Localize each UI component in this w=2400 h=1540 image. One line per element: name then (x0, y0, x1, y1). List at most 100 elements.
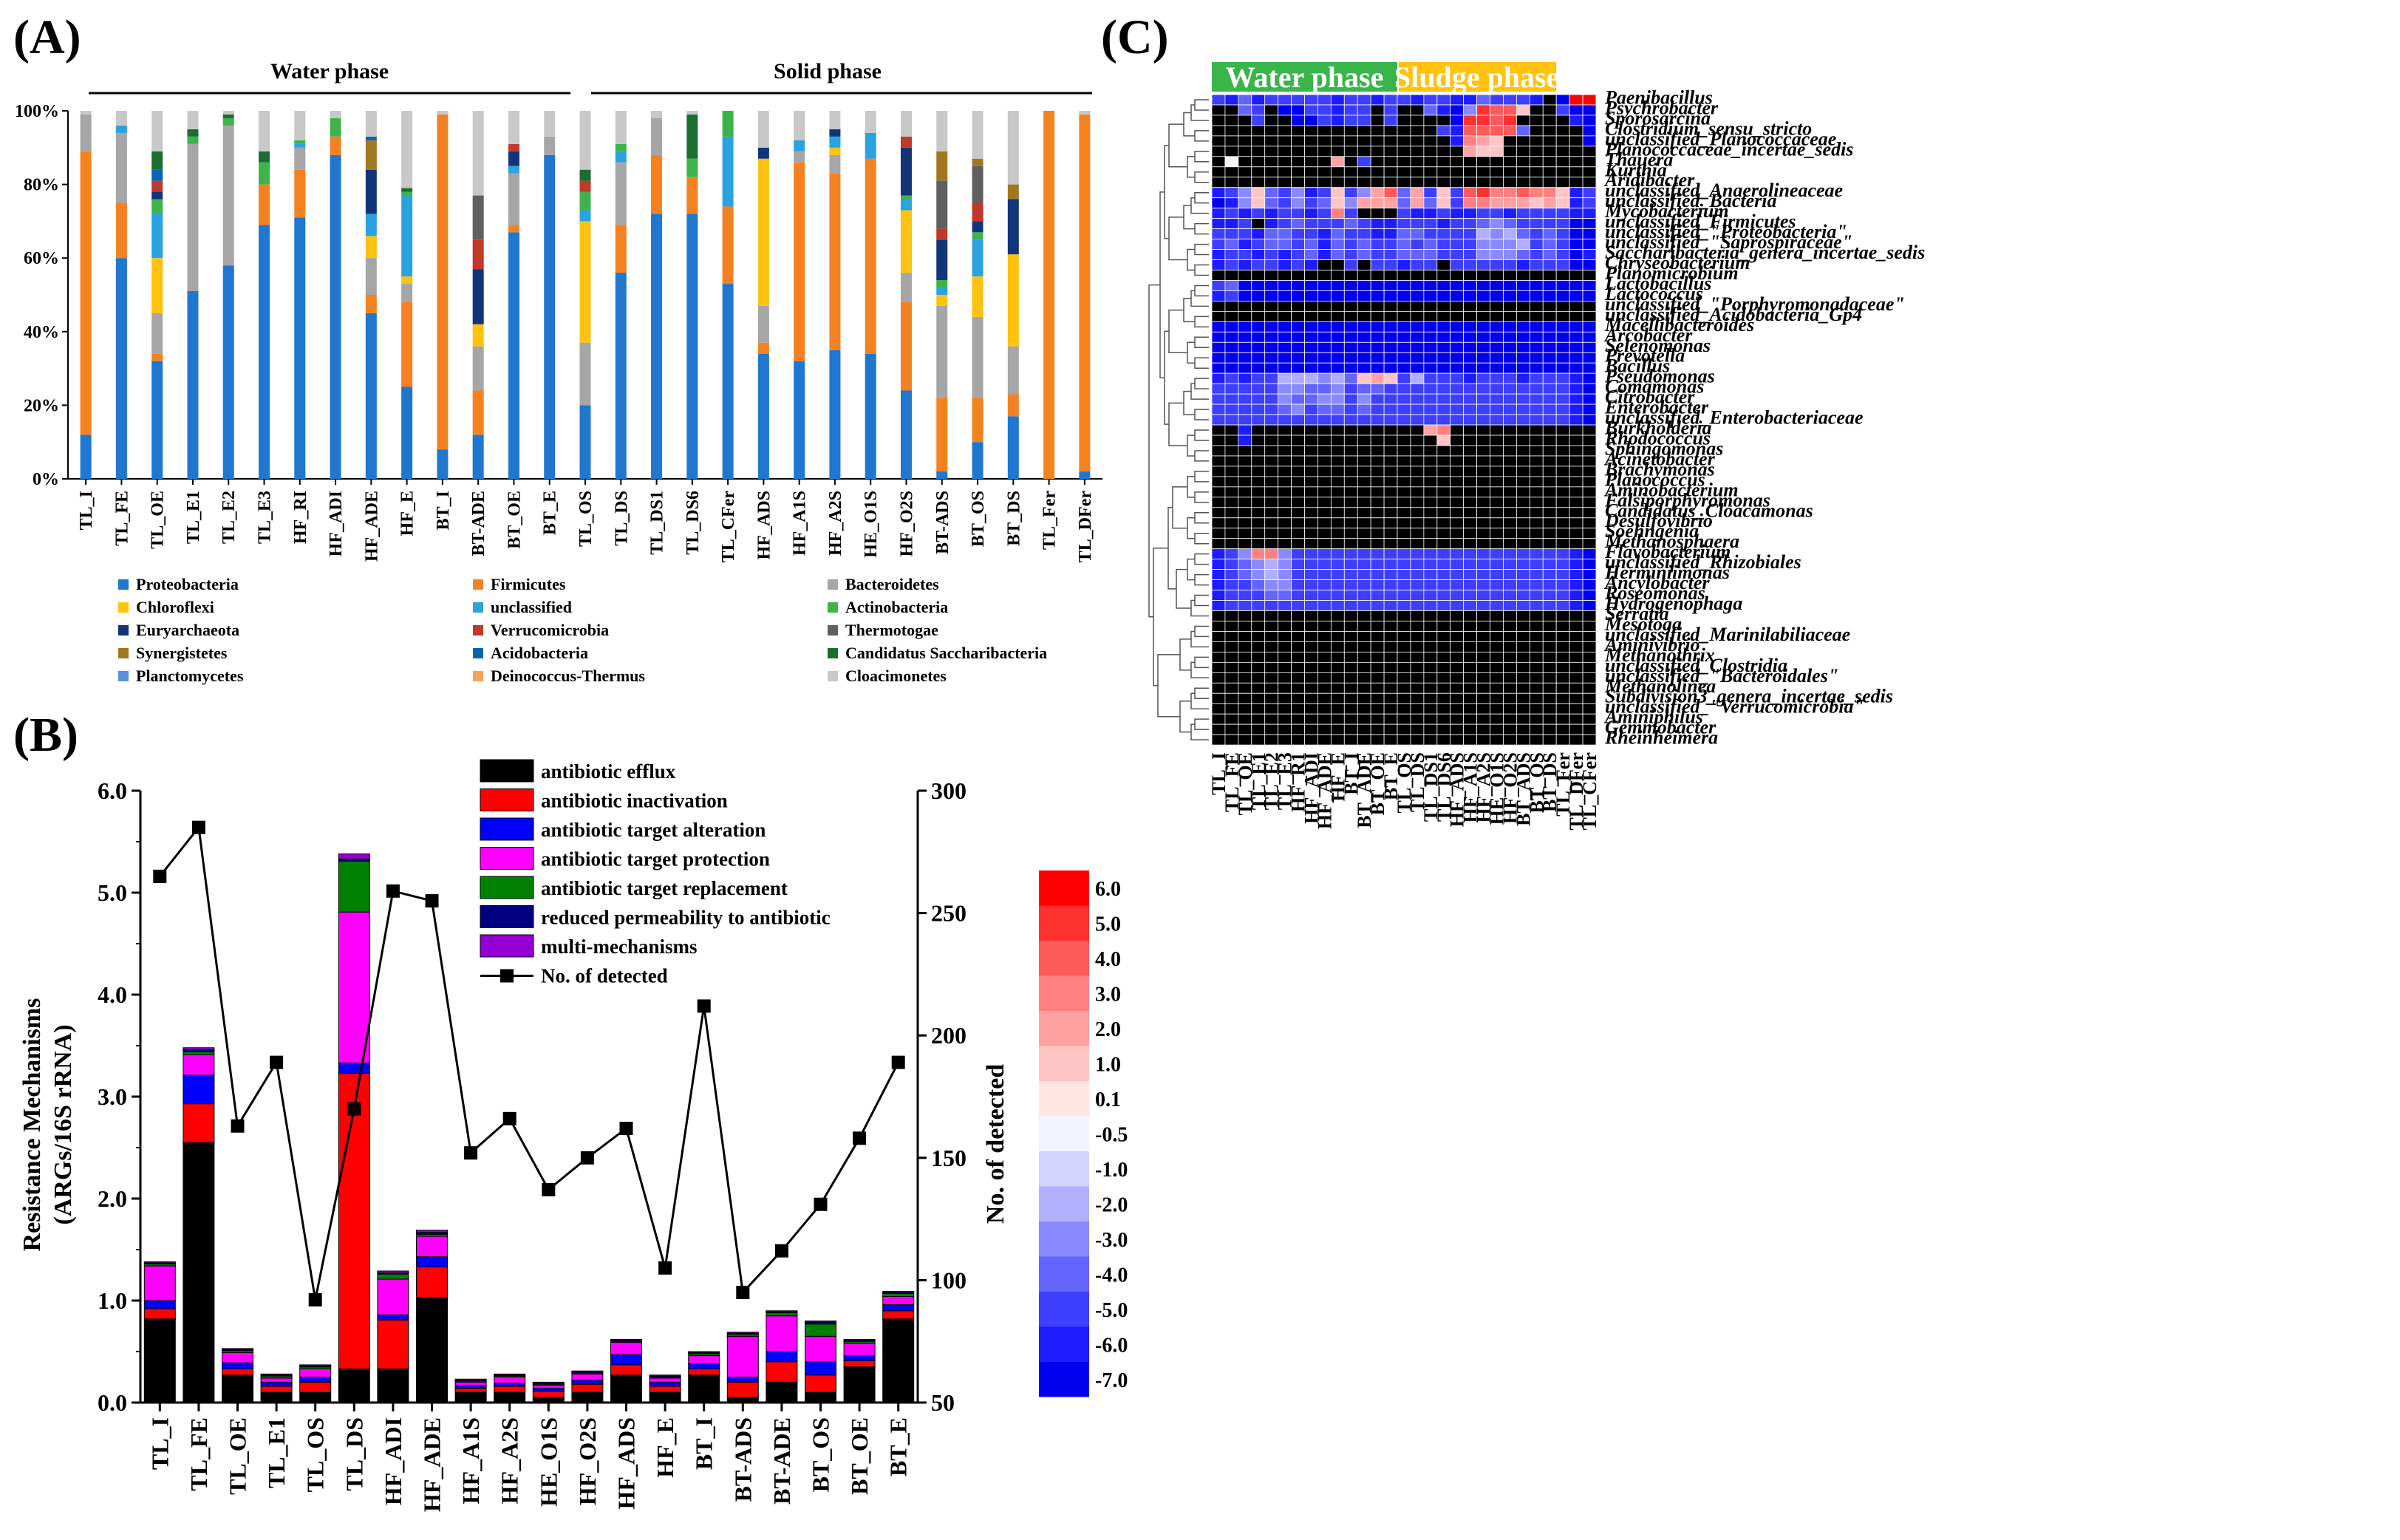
heatmap-cell (1423, 270, 1438, 281)
heatmap-cell (1503, 197, 1517, 209)
heatmap-cell (1291, 621, 1305, 632)
heatmap-cell (1410, 610, 1425, 621)
bar-segment-multi-mechanisms (454, 1378, 487, 1381)
heatmap-cell (1516, 507, 1530, 519)
heatmap-cell (1330, 631, 1345, 642)
bar-segment-unclassified (508, 166, 519, 174)
heatmap-cell (1503, 466, 1517, 477)
bar-segment-actinobacteria (259, 162, 270, 185)
bar-segment-cloacimonetes (80, 111, 92, 115)
heatmap-cell (1224, 249, 1239, 260)
row-label: Methanothrix (1604, 644, 1715, 666)
heatmap-cell (1251, 177, 1266, 188)
heatmap-cell (1490, 590, 1504, 601)
heatmap-cell (1490, 249, 1504, 260)
heatmap-cell (1436, 115, 1451, 126)
heatmap-cell (1343, 310, 1358, 322)
row-label: unclassified_"Bacteroidales" (1605, 665, 1838, 686)
heatmap-cell (1264, 104, 1279, 116)
heatmap-cell (1476, 692, 1490, 704)
heatmap-cell (1251, 590, 1266, 601)
legend-swatch (473, 602, 483, 613)
heatmap-cell (1224, 208, 1239, 219)
heatmap-cell (1383, 610, 1398, 621)
heatmap-cell (1211, 631, 1226, 642)
dendrogram-link (1190, 104, 1209, 121)
bar-segment-bacteroidetes (187, 143, 199, 292)
heatmap-cell (1569, 559, 1583, 570)
heatmap-cell (1238, 641, 1252, 653)
bar-segment-antibiotic-target-alteration (222, 1362, 253, 1369)
heatmap-cell (1582, 651, 1597, 663)
heatmap-cell (1529, 476, 1544, 488)
legend-swatch (473, 671, 483, 681)
heatmap-cell (1278, 352, 1292, 364)
bar-segment-actinobacteria (615, 143, 627, 151)
heatmap-cell (1397, 331, 1411, 343)
heatmap-cell (1357, 569, 1371, 580)
heatmap-cell (1383, 135, 1398, 147)
dendrogram-link (1168, 402, 1187, 446)
colorbar-label: -6.0 (1095, 1334, 1128, 1357)
heatmap-cell (1555, 723, 1570, 735)
heatmap-cell (1224, 177, 1239, 188)
heatmap-cell (1370, 290, 1385, 301)
heatmap-cell (1343, 559, 1358, 570)
heatmap-cell (1264, 672, 1279, 684)
bar-segment-euryarchaeota (151, 191, 163, 200)
detected-point (347, 1102, 361, 1116)
x-tick-label: HF_A1S (791, 491, 810, 556)
heatmap-cell (1330, 115, 1345, 126)
heatmap-cell (1569, 579, 1583, 590)
bar-segment-bacteroidetes (508, 173, 519, 225)
heatmap-cell (1450, 249, 1465, 260)
heatmap-cell (1410, 559, 1425, 570)
heatmap-cell (1330, 403, 1345, 415)
heatmap-cell (1278, 249, 1292, 260)
heatmap-cell (1278, 651, 1292, 663)
bar-segment-cloacimonetes (544, 111, 556, 137)
heatmap-cell (1251, 682, 1266, 694)
heatmap-cell (1317, 559, 1332, 570)
heatmap-cell (1317, 723, 1332, 735)
heatmap-cell (1463, 197, 1478, 209)
heatmap-cell (1330, 455, 1345, 467)
heatmap-cell (1238, 579, 1252, 590)
colorbar-bin (1039, 1186, 1089, 1222)
heatmap-cell (1436, 249, 1451, 260)
heatmap-cell (1317, 94, 1332, 106)
heatmap-cell (1542, 352, 1557, 364)
heatmap-cell (1450, 682, 1465, 694)
heatmap-cell (1450, 403, 1465, 415)
legend-label: antibiotic target protection (541, 848, 770, 870)
heatmap-cell (1330, 692, 1345, 704)
heatmap-cell (1555, 713, 1570, 725)
heatmap-cell (1211, 228, 1226, 239)
heatmap-cell (1251, 362, 1266, 374)
bar-segment-bacteroidetes (222, 125, 234, 266)
bar-segment-chloroflexi (401, 276, 413, 285)
row-label: Saccharibacteria_genera_incertae_sedis (1605, 242, 1925, 263)
heatmap-cell (1264, 321, 1279, 333)
heatmap-cell (1304, 156, 1318, 168)
heatmap-cell (1503, 372, 1517, 384)
bar-segment-cloacimonetes (615, 111, 627, 144)
heatmap-cell (1383, 538, 1398, 550)
heatmap-cell (1304, 372, 1318, 384)
heatmap-cell (1317, 104, 1332, 116)
heatmap-cell (1410, 476, 1425, 488)
detected-point (153, 869, 167, 883)
heatmap-cell (1436, 218, 1451, 230)
heatmap-cell (1582, 590, 1597, 601)
bar-segment-multi-mechanisms (377, 1270, 409, 1274)
heatmap-cell (1343, 569, 1358, 580)
heatmap-cell (1397, 713, 1411, 725)
heatmap-cell (1450, 331, 1465, 343)
heatmap-cell (1278, 631, 1292, 642)
bar-segment-antibiotic-inactivation (766, 1361, 798, 1383)
bar-segment-thermotogae (936, 180, 948, 229)
x-tick-label: HF_A2S (497, 1417, 523, 1504)
heatmap-cell (1317, 569, 1332, 580)
heatmap-cell (1317, 403, 1332, 415)
heatmap-cell (1278, 476, 1292, 488)
